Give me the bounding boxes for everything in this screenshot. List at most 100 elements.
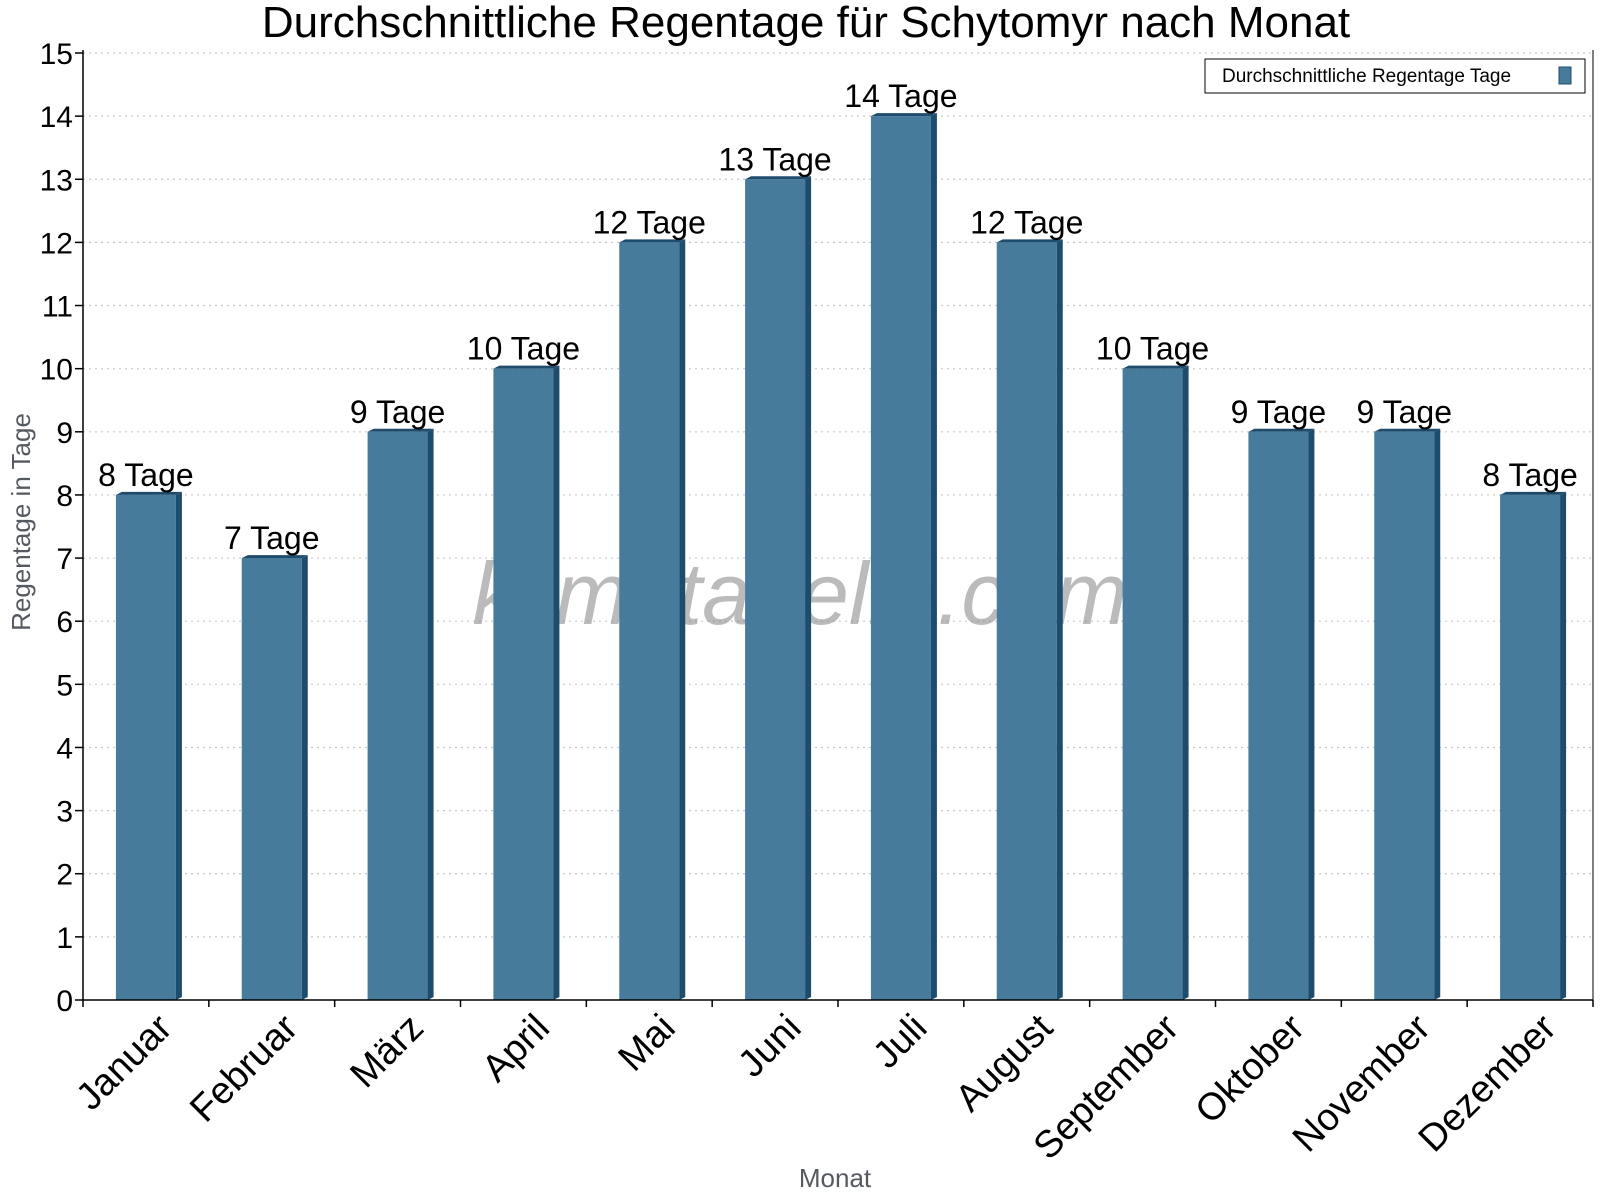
- data-label: 12 Tage: [970, 204, 1083, 240]
- bar-1: [115, 491, 182, 1000]
- bar-top: [996, 239, 1063, 243]
- bar-5: [619, 239, 686, 1000]
- bar-top: [1248, 428, 1315, 432]
- gridlines: [83, 52, 1593, 938]
- y-tick-label: 12: [40, 227, 73, 260]
- x-tick-label: Juni: [730, 1007, 809, 1086]
- y-tick-label: 1: [56, 922, 73, 955]
- x-tick-label: Dezember: [1411, 1006, 1565, 1160]
- x-tick-label: Juli: [865, 1007, 935, 1077]
- y-tick-label: 8: [56, 480, 73, 513]
- bar-6: [745, 176, 812, 1000]
- bar-12: [1500, 491, 1567, 1000]
- data-label: 9 Tage: [1357, 394, 1453, 430]
- y-tick-label: 5: [56, 669, 73, 702]
- data-label: 7 Tage: [224, 520, 320, 556]
- bar-4: [493, 365, 560, 1001]
- bar-2: [241, 555, 308, 1000]
- x-tick-label: Januar: [68, 1006, 180, 1118]
- x-tick-label: August: [948, 1006, 1062, 1120]
- y-tick-label: 7: [56, 543, 73, 576]
- bar-11: [1374, 428, 1441, 1000]
- y-tick-label: 13: [40, 164, 73, 197]
- y-tick-label: 2: [56, 859, 73, 892]
- x-axis-title: Monat: [799, 1163, 872, 1193]
- data-label: 10 Tage: [1096, 331, 1209, 367]
- bar-10: [1248, 428, 1315, 1000]
- y-tick-label: 14: [40, 101, 73, 134]
- x-tick-label: Mai: [611, 1007, 684, 1080]
- y-tick-label: 9: [56, 417, 73, 450]
- legend-box: [1204, 58, 1586, 94]
- data-label: 9 Tage: [1231, 394, 1327, 430]
- bar-side: [553, 365, 560, 1001]
- y-tick-label: 3: [56, 796, 73, 829]
- bar-front: [493, 368, 554, 1001]
- bar-side: [175, 491, 182, 1000]
- y-axis-title: Regentage in Tage: [6, 413, 36, 631]
- bar-7: [870, 113, 937, 1001]
- bar-side: [805, 176, 812, 1000]
- legend-label: Durchschnittliche Regentage Tage: [1222, 66, 1511, 87]
- y-tick-label: 0: [56, 985, 73, 1018]
- bar-front: [996, 242, 1057, 1000]
- y-tick-label: 6: [56, 606, 73, 639]
- bar-top: [870, 113, 937, 117]
- y-tick-label: 15: [40, 38, 73, 71]
- bar-side: [1434, 428, 1441, 1000]
- bar-side: [1182, 365, 1189, 1001]
- data-label: 10 Tage: [467, 331, 580, 367]
- data-label: 14 Tage: [844, 78, 957, 114]
- bar-front: [745, 179, 806, 1000]
- bar-front: [1248, 431, 1309, 1000]
- bar-side: [1308, 428, 1315, 1000]
- bar-top: [745, 176, 812, 180]
- axes: [75, 50, 1594, 1007]
- bar-top: [241, 555, 308, 559]
- bar-side: [1056, 239, 1063, 1000]
- bar-top: [367, 428, 434, 432]
- bar-side: [679, 239, 686, 1000]
- bar-top: [619, 239, 686, 243]
- bar-front: [1122, 368, 1183, 1001]
- legend: Durchschnittliche Regentage Tage: [1204, 58, 1586, 94]
- bar-side: [427, 428, 434, 1000]
- chart-title: Durchschnittliche Regentage für Schytomy…: [262, 0, 1350, 47]
- data-label: 13 Tage: [718, 141, 831, 177]
- bar-front: [367, 431, 428, 1000]
- data-label: 12 Tage: [593, 204, 706, 240]
- bar-9: [1122, 365, 1189, 1001]
- y-tick-label: 11: [42, 291, 73, 324]
- x-tick-label: März: [343, 1007, 432, 1096]
- bar-front: [241, 558, 302, 1000]
- bar-side: [301, 555, 308, 1000]
- bar-front: [1374, 431, 1435, 1000]
- x-tick-labels: Januar Februar März April Mai Juni Juli AugustS…: [68, 1006, 1564, 1167]
- bar-top: [1122, 365, 1189, 369]
- y-tick-label: 4: [56, 732, 73, 765]
- bar-top: [493, 365, 560, 369]
- y-tick-label: 10: [40, 354, 73, 387]
- legend-swatch: [1558, 66, 1572, 85]
- data-label: 8 Tage: [1482, 457, 1578, 493]
- bar-8: [996, 239, 1063, 1000]
- bar-front: [1500, 494, 1561, 1000]
- bar-3: [367, 428, 434, 1000]
- bar-top: [115, 491, 182, 495]
- bar-front: [870, 116, 931, 1001]
- x-tick-label: April: [474, 1007, 557, 1090]
- data-label: 8 Tage: [98, 457, 194, 493]
- data-labels: 8 Tage 7 Tage 9 Tage 10 Tage 12 Tage 13 Tage 1…: [98, 78, 1578, 556]
- data-label: 9 Tage: [350, 394, 446, 430]
- bar-top: [1500, 491, 1567, 495]
- bar-side: [1560, 491, 1567, 1000]
- bars: [115, 113, 1567, 1001]
- x-tick-label: November: [1285, 1006, 1439, 1160]
- x-tick-label: Februar: [182, 1006, 306, 1130]
- bar-front: [115, 494, 176, 1000]
- bar-top: [1374, 428, 1441, 432]
- bar-front: [619, 242, 680, 1000]
